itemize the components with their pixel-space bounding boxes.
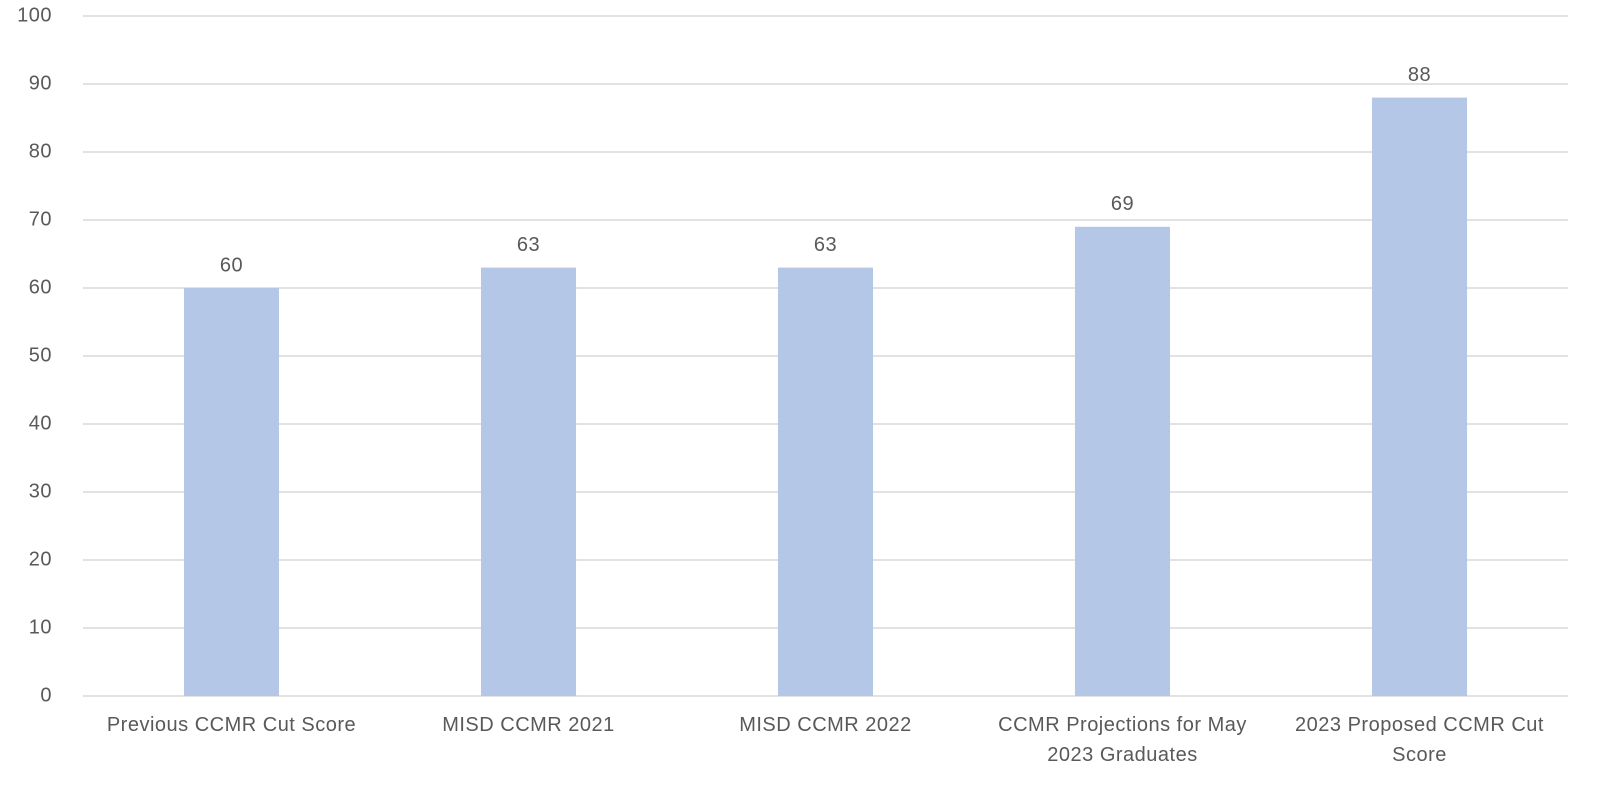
y-tick-label: 80	[29, 140, 52, 162]
x-tick-label: CCMR Projections for May 2023 Graduates	[998, 714, 1247, 766]
value-label: 88	[1408, 64, 1431, 86]
bar	[183, 288, 280, 696]
y-tick-label: 60	[29, 276, 52, 298]
y-tick-label: 40	[29, 412, 52, 434]
y-tick-label: 0	[40, 684, 52, 706]
y-tick-label: 20	[29, 548, 52, 570]
y-tick-label: 50	[29, 344, 52, 366]
value-label: 60	[220, 254, 243, 276]
y-tick-label: 10	[29, 616, 52, 638]
bar	[1371, 97, 1468, 697]
value-label: 63	[517, 234, 540, 256]
bar	[1074, 226, 1171, 697]
x-tick-label: Previous CCMR Cut Score	[106, 714, 357, 736]
x-tick-label: MISD CCMR 2022	[739, 714, 912, 736]
x-tick-label: 2023 Proposed CCMR Cut Score	[1295, 714, 1544, 766]
value-label: 69	[1111, 193, 1134, 215]
x-tick-label: MISD CCMR 2021	[442, 714, 615, 736]
y-tick-label: 90	[29, 72, 52, 94]
bar	[480, 267, 577, 696]
value-label: 63	[814, 234, 837, 256]
bar	[777, 267, 874, 696]
y-tick-label: 30	[29, 480, 52, 502]
y-tick-label: 70	[29, 208, 52, 230]
y-tick-label: 100	[17, 4, 52, 26]
